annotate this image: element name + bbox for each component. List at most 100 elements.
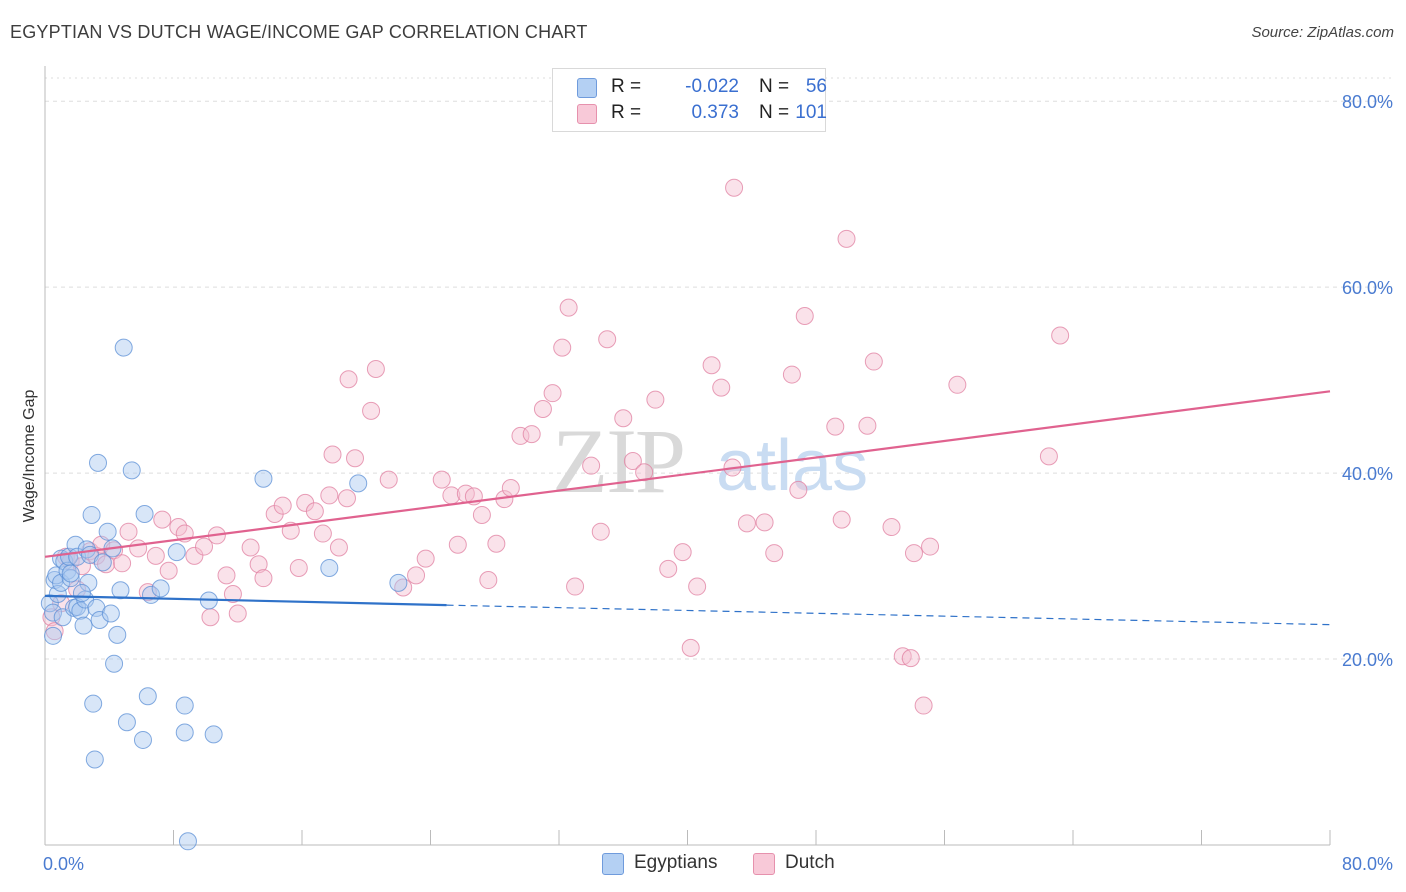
dutch-point [153, 510, 172, 529]
dutch-point [379, 470, 398, 489]
dutch-swatch [577, 104, 597, 124]
dutch-point [159, 561, 178, 580]
dutch-point [914, 696, 933, 715]
egyptians-point [90, 611, 109, 630]
egyptians-trend-line [44, 594, 447, 607]
egyptians-point [133, 730, 152, 749]
dutch-point [346, 449, 365, 468]
dutch-point [169, 518, 188, 537]
egyptians-point [111, 581, 130, 600]
dutch-point [195, 537, 214, 556]
dutch-point [407, 566, 426, 585]
dutch-point [511, 426, 530, 445]
dutch-point [765, 544, 784, 563]
egyptians-point [74, 616, 93, 635]
zipatlas-watermark: ZIP atlas [552, 410, 868, 512]
egyptians-point [79, 573, 98, 592]
egyptians-point [114, 338, 133, 357]
egyptians-point [93, 553, 112, 572]
dutch-point [313, 524, 332, 543]
dutch-point [146, 546, 165, 565]
dutch-point [522, 425, 541, 444]
dutch-point [543, 384, 562, 403]
r-value: -0.022 [685, 76, 739, 97]
egyptians-point [389, 573, 408, 592]
dutch-point [832, 510, 851, 529]
egyptians-point [98, 522, 117, 541]
dutch-point [305, 502, 324, 521]
dutch-point [448, 535, 467, 554]
egyptians-point [320, 558, 339, 577]
dutch-point [598, 330, 617, 349]
egyptians-point [135, 505, 154, 524]
dutch-point [646, 390, 665, 409]
dutch-point [113, 554, 132, 573]
x-tick-label-min: 0.0% [43, 854, 84, 874]
dutch-point [789, 480, 808, 499]
series-legend: Egyptians Dutch [0, 852, 1406, 878]
dutch-point [566, 577, 585, 596]
dutch-point [702, 356, 721, 375]
dutch-point [1039, 447, 1058, 466]
dutch-point [501, 478, 520, 497]
dutch-point [366, 359, 385, 378]
dutch-point [533, 399, 552, 418]
y-tick-label: 80.0% [1342, 92, 1393, 112]
dutch-point [329, 538, 348, 557]
dutch-legend-swatch [753, 853, 775, 875]
r-value: 0.373 [691, 102, 739, 123]
egyptians-point [61, 569, 80, 588]
dutch-point [185, 546, 204, 565]
dutch-point [858, 416, 877, 435]
dutch-point [273, 496, 292, 515]
dutch-trend-line [44, 390, 1331, 558]
y-tick-label: 20.0% [1342, 650, 1393, 670]
egyptians-point [89, 453, 108, 472]
source-credit: Source: ZipAtlas.com [1251, 24, 1394, 41]
dutch-point [795, 307, 814, 326]
dutch-point [223, 584, 242, 603]
axes [44, 66, 1331, 846]
dutch-point [553, 338, 572, 357]
dutch-points [42, 178, 1070, 715]
egyptians-point [105, 654, 124, 673]
egyptians-point [84, 694, 103, 713]
dutch-point [416, 549, 435, 568]
r-label: R = [611, 102, 642, 123]
dutch-point [826, 417, 845, 436]
dutch-point [201, 608, 220, 627]
dutch-point [659, 559, 678, 578]
dutch-point [582, 456, 601, 475]
dutch-point [904, 544, 923, 563]
egyptians-point [204, 725, 223, 744]
egyptians-point [178, 832, 197, 851]
dutch-point [228, 604, 247, 623]
dutch-point [339, 370, 358, 389]
dutch-point [241, 538, 260, 557]
dutch-point [673, 543, 692, 562]
dutch-point [712, 378, 731, 397]
egyptians-point [48, 584, 67, 603]
tick-labels: 20.0% 40.0% 60.0% 80.0% 0.0% 80.0% [43, 92, 1393, 874]
dutch-point [323, 445, 342, 464]
trend-lines [44, 390, 1331, 626]
n-value: 101 [795, 102, 827, 123]
dutch-point [487, 534, 506, 553]
dutch-point [337, 489, 356, 508]
stats-legend: R = -0.022 N = 56 R = 0.373 N = 101 [552, 68, 827, 132]
dutch-point [837, 229, 856, 248]
egyptians-point [44, 603, 63, 622]
dutch-point [737, 514, 756, 533]
dutch-point [289, 558, 308, 577]
dutch-point [472, 505, 491, 524]
dutch-point [129, 539, 148, 558]
dutch-point [901, 649, 920, 668]
egyptians-point [44, 626, 63, 645]
dutch-point [249, 555, 268, 574]
egyptians-point [122, 461, 141, 480]
dutch-point [479, 571, 498, 590]
dutch-legend-label: Dutch [785, 852, 835, 873]
egyptians-legend-swatch [602, 853, 624, 875]
dutch-point [559, 298, 578, 317]
